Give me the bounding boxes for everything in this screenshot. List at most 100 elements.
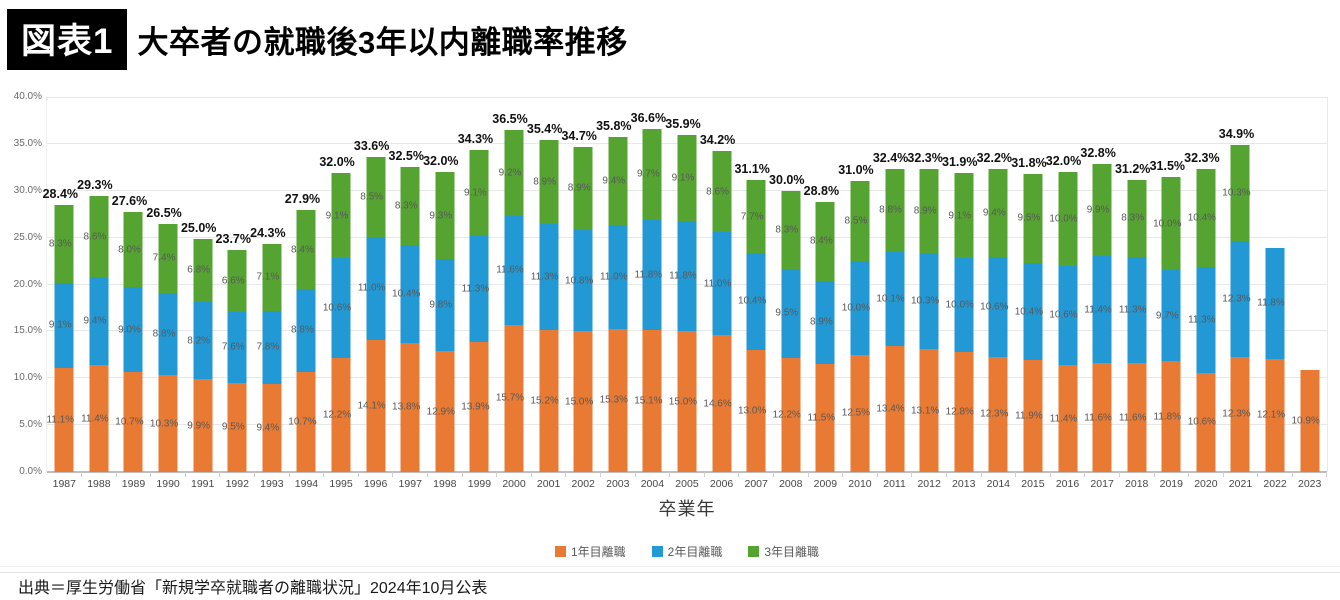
bar-segment: 12.9% — [427, 351, 455, 472]
bar-segment: 12.3% — [980, 356, 1009, 472]
bar-segment: 9.1% — [948, 172, 974, 259]
segment-value-label: 14.1% — [357, 400, 386, 412]
segment-value-label: 13.8% — [392, 401, 421, 413]
segment-value-label: 8.4% — [291, 244, 314, 256]
stacked-bar: 9.4% 7.8% 7.1% 24.3% — [250, 226, 286, 472]
segment-value-label: 8.9% — [533, 176, 557, 188]
segment-value-label: 10.3% — [910, 295, 940, 307]
bar-segment: 11.8% — [669, 220, 697, 332]
x-axis-tick — [634, 472, 636, 477]
bar-segment: 9.4% — [602, 137, 628, 226]
stacked-bar: 10.6% 11.3% 10.4% 32.3% — [1184, 151, 1220, 472]
bar-column: 15.1% 11.8% 9.7% 36.6% 2004 — [631, 97, 671, 490]
total-value-label: 29.3% — [77, 178, 113, 193]
segment-value-label: 8.9% — [809, 316, 833, 328]
bar-segment: 10.8% — [565, 230, 593, 332]
segment-value-label: 8.8% — [291, 324, 314, 336]
bar-segment: 11.0% — [600, 225, 628, 329]
stacked-bar: 12.2% 10.6% 9.1% 32.0% — [319, 155, 355, 472]
bar-segment: 8.3% — [395, 167, 420, 246]
stacked-bar: 12.2% 9.5% 8.3% 30.0% — [769, 173, 804, 472]
segment-value-label: 9.3% — [429, 210, 453, 222]
segment-value-label: 9.1% — [48, 319, 72, 331]
x-tick-label: 2012 — [917, 478, 941, 490]
y-tick-label: 15.0% — [13, 325, 42, 337]
bar-column: 10.3% 8.8% 7.4% 26.5% 1990 — [146, 97, 186, 490]
bar-column: 10.9% 2023 — [1291, 97, 1328, 490]
bar-column: 10.7% 9.0% 8.0% 27.6% 1989 — [112, 97, 152, 490]
bar-segment: 7.6% — [222, 311, 247, 383]
segment-value-label: 7.6% — [221, 341, 245, 353]
x-tick-label: 2002 — [571, 478, 595, 490]
segment-value-label: 9.9% — [1086, 204, 1110, 216]
bar-segment: 8.9% — [568, 146, 593, 231]
bar-column: 12.1% 11.8% 2022 — [1257, 97, 1293, 490]
bar-segment: 10.3% — [911, 252, 939, 350]
figure-header: 図表1 大卒者の就職後3年以内離職率推移 — [7, 9, 628, 70]
x-axis-tick — [81, 472, 83, 477]
total-value-label: 32.3% — [1184, 151, 1220, 166]
x-tick-label: 2014 — [986, 478, 1011, 490]
total-value-label: 34.2% — [699, 133, 736, 148]
segment-value-label: 9.1% — [671, 172, 695, 184]
x-tick-label: 2004 — [640, 478, 665, 490]
segment-value-label: 13.0% — [737, 405, 767, 417]
bar-segment: 9.5% — [775, 268, 801, 358]
bar-column: 10.7% 8.8% 8.4% 27.9% 1994 — [285, 97, 325, 490]
x-tick-label: 1992 — [225, 478, 249, 490]
legend-item: 1年目離職 — [554, 543, 626, 560]
x-tick-label: 2000 — [502, 478, 526, 490]
segment-value-label: 14.6% — [703, 398, 732, 410]
bar-segment: 15.2% — [530, 329, 559, 472]
legend-label: 2年目離職 — [667, 545, 723, 559]
bar-segment: 11.8% — [1153, 361, 1181, 472]
x-tick-label: 2021 — [1228, 478, 1253, 490]
x-tick-label: 2009 — [813, 478, 838, 490]
chart-plot-area: 11.1% 9.1% 8.3% 28.4% 1987 11.4% 9.4% 8.6% 29.3%… — [43, 97, 1328, 490]
bar-segment: 6.6% — [222, 249, 247, 312]
segment-value-label: 13.4% — [876, 403, 905, 415]
x-axis-tick — [184, 472, 186, 477]
stacked-bar: 15.0% 10.8% 8.9% 34.7% — [561, 129, 597, 472]
total-value-label: 24.3% — [250, 226, 286, 241]
segment-value-label: 11.6% — [496, 264, 524, 276]
bar-column: 9.5% 7.6% 6.6% 23.7% 1992 — [216, 97, 256, 490]
bar-segment: 9.9% — [187, 379, 213, 472]
bar-segment: 10.0% — [1049, 172, 1078, 266]
stacked-bar: 11.4% 10.6% 10.0% 32.0% — [1046, 154, 1081, 472]
segment-value-label: 10.4% — [392, 288, 421, 300]
bar-column: 10.6% 11.3% 10.4% 32.3% 2020 — [1184, 97, 1224, 490]
bar-segment: 11.8% — [1257, 247, 1285, 359]
segment-value-label: 9.4% — [602, 175, 626, 187]
bar-segment: 12.3% — [1222, 356, 1251, 472]
bar-segment: 9.9% — [1087, 163, 1112, 257]
segment-value-label: 11.9% — [1015, 410, 1043, 422]
bar-segment: 8.4% — [810, 202, 835, 281]
segment-value-label: 7.8% — [256, 341, 280, 353]
total-value-label: 33.6% — [353, 139, 390, 153]
bar-segment: 11.3% — [1119, 257, 1147, 364]
x-axis-tick — [1188, 472, 1190, 477]
total-value-label: 26.5% — [146, 205, 182, 220]
total-value-label: 32.5% — [388, 149, 424, 164]
x-axis-tick — [115, 472, 117, 477]
segment-value-label: 13.1% — [910, 405, 940, 417]
bar-segment: 8.6% — [706, 151, 732, 232]
total-value-label: 32.3% — [907, 151, 943, 166]
x-axis-tick — [669, 472, 671, 477]
segment-value-label: 10.4% — [1187, 212, 1217, 224]
segment-value-label: 12.3% — [1222, 408, 1251, 420]
total-value-label: 31.8% — [1011, 155, 1047, 170]
bar-column: 13.1% 10.3% 8.9% 32.3% 2012 — [907, 97, 947, 490]
segment-value-label: 10.6% — [322, 302, 352, 314]
stacked-bar: 11.8% 9.7% 10.0% 31.5% — [1150, 159, 1185, 472]
bar-segment: 10.3% — [150, 375, 178, 472]
bar-segment: 11.6% — [496, 216, 524, 325]
bar-column: 13.9% 11.3% 9.1% 34.3% 1999 — [458, 97, 498, 490]
bar-column: 11.5% 8.9% 8.4% 28.8% 2009 — [804, 97, 844, 490]
segment-value-label: 9.5% — [775, 307, 799, 319]
segment-value-label: 9.9% — [187, 420, 211, 432]
chart-legend: 1年目離職 2年目離職 3年目離職 — [46, 543, 1328, 560]
bar-segment: 8.3% — [49, 204, 74, 283]
segment-value-label: 12.2% — [772, 409, 801, 421]
